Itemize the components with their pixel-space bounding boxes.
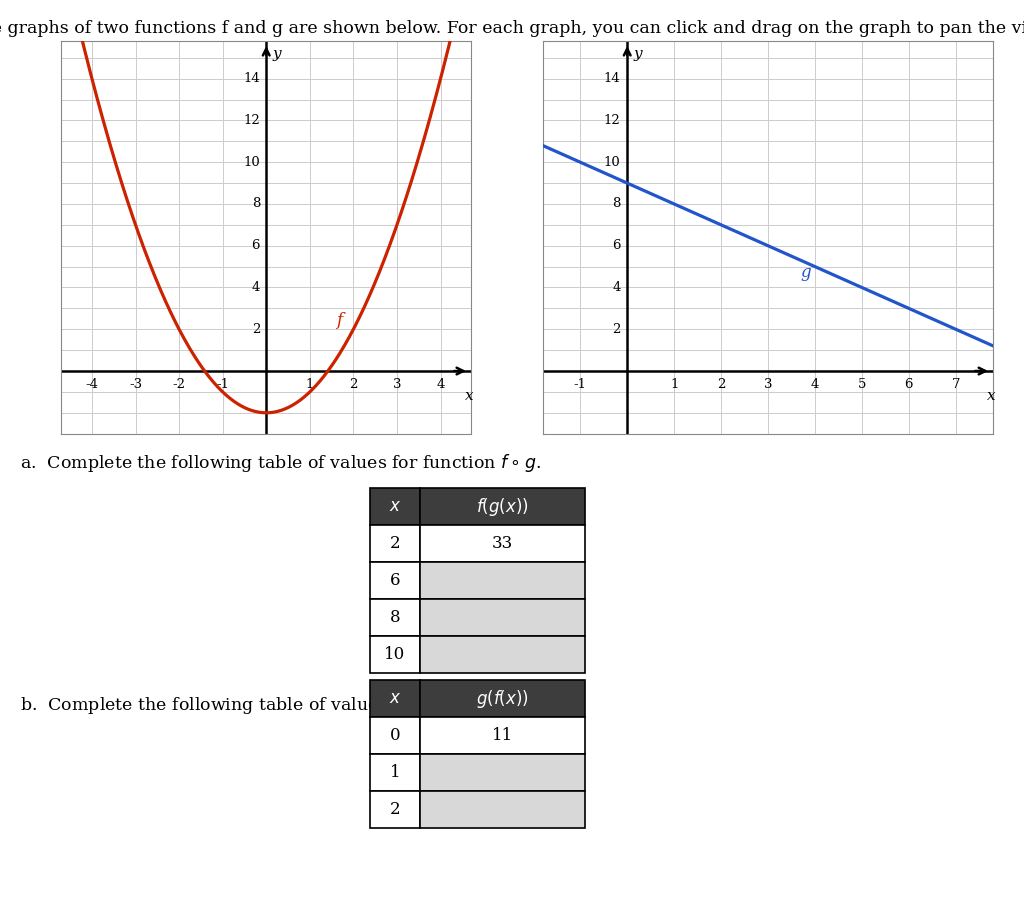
Text: a.  Complete the following table of values for function $f \circ g$.: a. Complete the following table of value…: [20, 452, 542, 474]
Text: 6: 6: [904, 378, 913, 391]
Text: $x$: $x$: [389, 690, 401, 707]
Bar: [420, 680, 585, 717]
Text: 3: 3: [764, 378, 772, 391]
Text: 1: 1: [670, 378, 678, 391]
Text: 10: 10: [384, 646, 406, 663]
Text: -1: -1: [216, 378, 229, 391]
Bar: [370, 525, 420, 562]
Bar: [420, 791, 585, 828]
Bar: [420, 636, 585, 673]
Bar: [370, 636, 420, 673]
Text: 10: 10: [244, 156, 260, 169]
Text: 5: 5: [858, 378, 866, 391]
Bar: [370, 488, 420, 525]
Text: -3: -3: [129, 378, 142, 391]
Text: 4: 4: [252, 281, 260, 294]
Bar: [370, 791, 420, 828]
Text: b.  Complete the following table of values for function $g \circ f$.: b. Complete the following table of value…: [20, 694, 543, 716]
Text: 2: 2: [717, 378, 725, 391]
Text: -4: -4: [85, 378, 98, 391]
Text: 2: 2: [612, 323, 621, 336]
Text: 2: 2: [349, 378, 357, 391]
Bar: [370, 754, 420, 791]
Text: 14: 14: [244, 72, 260, 85]
Text: 4: 4: [811, 378, 819, 391]
Text: 11: 11: [492, 727, 513, 744]
Text: x: x: [465, 389, 473, 403]
Text: 2: 2: [390, 535, 400, 552]
Text: 8: 8: [390, 609, 400, 626]
Text: $x$: $x$: [389, 498, 401, 515]
Text: y: y: [634, 47, 643, 61]
Text: 4: 4: [612, 281, 621, 294]
Text: y: y: [272, 47, 281, 61]
Bar: [420, 599, 585, 636]
Text: 0: 0: [390, 727, 400, 744]
Bar: [420, 717, 585, 754]
Bar: [420, 754, 585, 791]
Text: 1: 1: [305, 378, 314, 391]
Text: 12: 12: [604, 114, 621, 127]
Bar: [420, 525, 585, 562]
Text: 12: 12: [244, 114, 260, 127]
Bar: [420, 562, 585, 599]
Text: g: g: [801, 264, 811, 281]
Bar: [370, 680, 420, 717]
Text: f: f: [336, 312, 342, 329]
Text: -2: -2: [173, 378, 185, 391]
Text: -1: -1: [573, 378, 587, 391]
Bar: [370, 599, 420, 636]
Text: 2: 2: [252, 323, 260, 336]
Text: 14: 14: [604, 72, 621, 85]
Text: 3: 3: [393, 378, 401, 391]
Text: 6: 6: [612, 239, 621, 252]
Text: $f(g(x))$: $f(g(x))$: [476, 496, 528, 518]
Text: 6: 6: [390, 572, 400, 589]
Text: 33: 33: [492, 535, 513, 552]
Text: 7: 7: [951, 378, 959, 391]
Text: 4: 4: [436, 378, 444, 391]
Bar: [370, 717, 420, 754]
Text: 8: 8: [252, 197, 260, 211]
Text: 10: 10: [604, 156, 621, 169]
Bar: [420, 488, 585, 525]
Text: $g(f(x))$: $g(f(x))$: [476, 687, 528, 709]
Text: 1: 1: [390, 764, 400, 781]
Text: x: x: [986, 389, 995, 403]
Text: 8: 8: [612, 197, 621, 211]
Text: The graphs of two functions f and g are shown below. For each graph, you can cli: The graphs of two functions f and g are …: [0, 20, 1024, 37]
Text: 2: 2: [390, 801, 400, 818]
Bar: [370, 562, 420, 599]
Text: 6: 6: [252, 239, 260, 252]
